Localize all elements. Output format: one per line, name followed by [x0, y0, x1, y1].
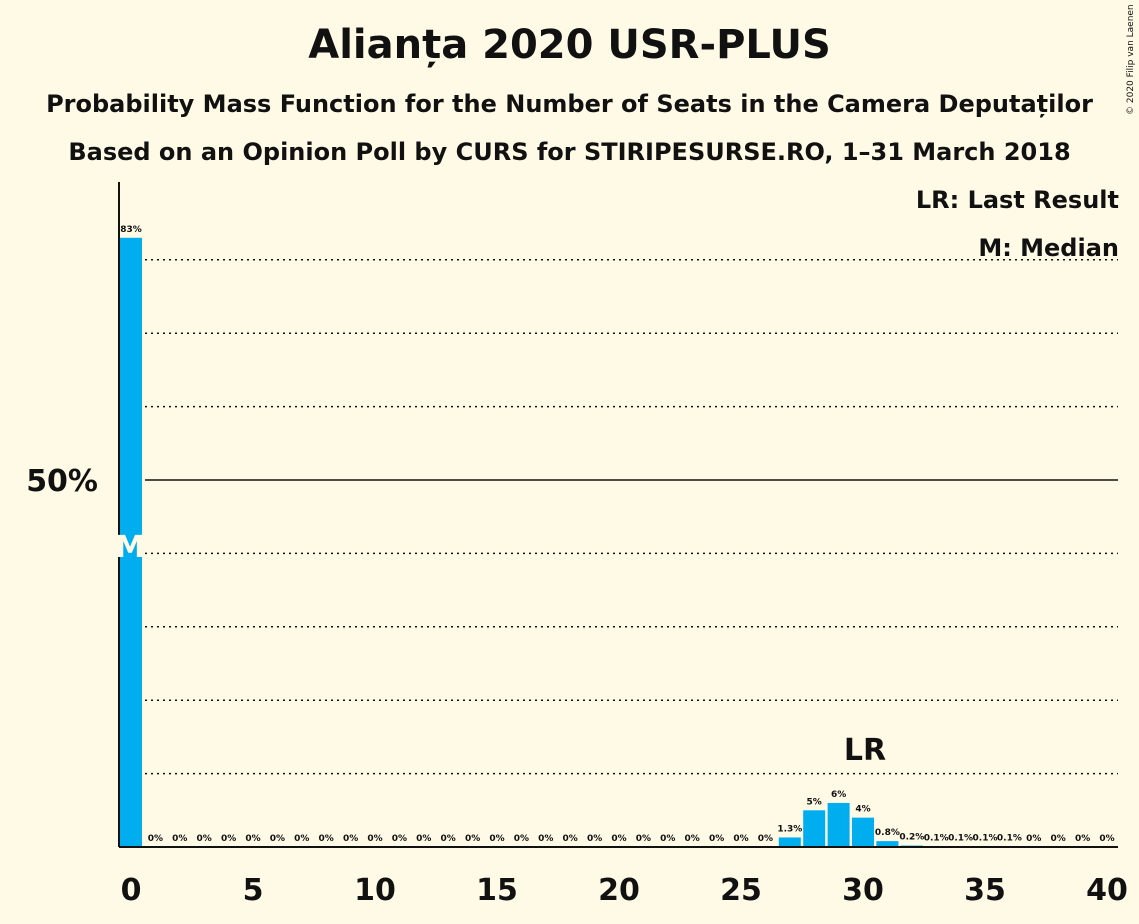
bar-value-label: 0.8% — [875, 828, 900, 838]
bar-seat-29 — [827, 802, 850, 847]
y-tick-label: 50% — [26, 464, 98, 499]
bar-value-label: 0% — [587, 834, 602, 844]
bar-value-label: 0% — [172, 834, 187, 844]
legend-last-result: LR: Last Result — [915, 186, 1119, 214]
bar-value-label: 0% — [245, 834, 260, 844]
x-tick-label: 30 — [842, 873, 884, 908]
bar-value-label: 0% — [221, 834, 236, 844]
bar-value-label: 0% — [514, 834, 529, 844]
x-tick-label: 0 — [121, 873, 142, 908]
bar-value-label: 0% — [709, 834, 724, 844]
median-marker: M — [115, 530, 145, 565]
bar-value-label: 6% — [831, 790, 846, 800]
bar-value-label: 83% — [120, 225, 142, 235]
bar-value-label: 0.1% — [973, 833, 998, 843]
bar-seat-30 — [852, 817, 874, 847]
x-tick-label: 15 — [476, 873, 518, 908]
bar-value-label: 5% — [807, 797, 822, 807]
bar-value-label: 0.2% — [899, 833, 924, 843]
bar-value-label: 0% — [465, 834, 480, 844]
bar-value-label: 0% — [611, 834, 626, 844]
chart-subtitle: Probability Mass Function for the Number… — [46, 90, 1093, 118]
bar-value-label: 0% — [1051, 834, 1066, 844]
bar-value-label: 0% — [685, 834, 700, 844]
x-tick-label: 10 — [354, 873, 396, 908]
bar-value-label: 0% — [343, 834, 358, 844]
bar-value-label: 0% — [563, 834, 578, 844]
last-result-marker: LR — [844, 733, 886, 768]
bar-seat-27 — [778, 837, 801, 847]
bar-seat-0 — [120, 237, 142, 847]
legend-median: M: Median — [978, 234, 1119, 262]
bar-value-label: 4% — [855, 805, 870, 815]
bar-value-label: 0% — [636, 834, 651, 844]
bar-value-label: 0% — [319, 834, 334, 844]
bar-value-label: 0% — [660, 834, 675, 844]
bar-seat-28 — [803, 810, 826, 847]
bar-value-label: 0% — [367, 834, 382, 844]
bar-value-label: 0% — [1026, 834, 1041, 844]
chart-title: Alianța 2020 USR-PLUS — [308, 22, 831, 68]
bar-value-label: 0% — [489, 834, 504, 844]
x-tick-label: 25 — [720, 873, 762, 908]
bar-value-label: 0.1% — [924, 833, 949, 843]
bar-value-label: 0% — [416, 834, 431, 844]
bar-value-label: 0% — [197, 834, 212, 844]
bar-seat-31 — [876, 841, 899, 847]
bar-value-label: 0% — [758, 834, 773, 844]
x-tick-label: 5 — [243, 873, 264, 908]
bar-value-label: 0% — [1075, 834, 1090, 844]
bar-value-label: 0% — [733, 834, 748, 844]
bar-value-label: 0.1% — [997, 833, 1022, 843]
x-tick-label: 35 — [964, 873, 1006, 908]
bar-value-label: 0.1% — [948, 833, 973, 843]
chart-subtitle-poll: Based on an Opinion Poll by CURS for STI… — [68, 138, 1071, 166]
bar-value-label: 0% — [148, 834, 163, 844]
bar-value-label: 0% — [538, 834, 553, 844]
bar-value-label: 0% — [270, 834, 285, 844]
bar-value-label: 0% — [1099, 834, 1114, 844]
x-tick-label: 40 — [1086, 873, 1128, 908]
bar-value-label: 0% — [392, 834, 407, 844]
x-tick-label: 20 — [598, 873, 640, 908]
bar-value-label: 0% — [294, 834, 309, 844]
bar-value-label: 1.3% — [777, 824, 802, 834]
bar-value-label: 0% — [441, 834, 456, 844]
